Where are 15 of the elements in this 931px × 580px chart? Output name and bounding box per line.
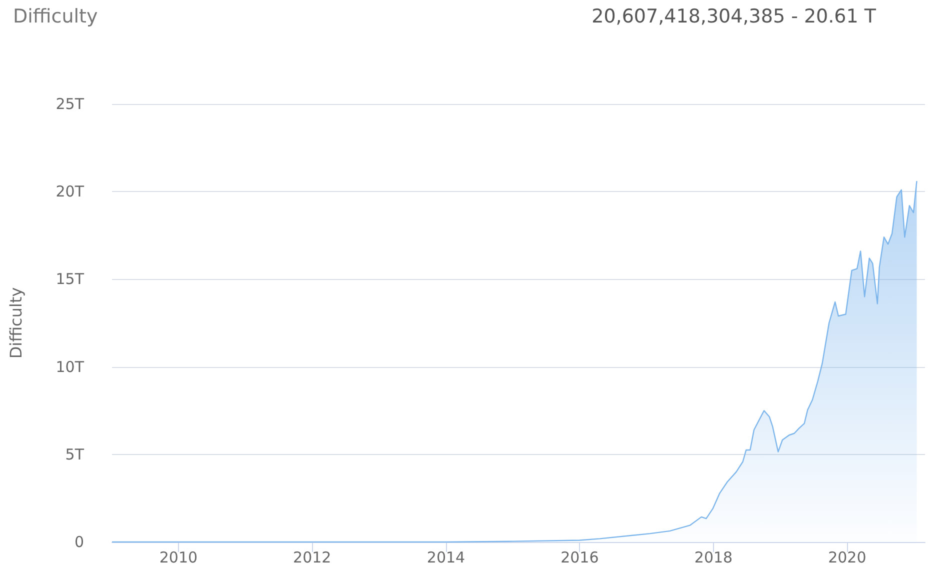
- x-tick-label: 2016: [560, 548, 599, 566]
- x-tick-label: 2020: [828, 548, 866, 566]
- y-tick-label: 25T: [56, 95, 85, 113]
- chart-subtitle: 20,607,418,304,385 - 20.61 T: [592, 6, 876, 28]
- y-axis-title: Difficulty: [6, 287, 26, 359]
- x-tick-label: 2018: [694, 548, 733, 566]
- x-tick-label: 2012: [293, 548, 332, 566]
- chart-title: Difficulty: [13, 6, 98, 28]
- y-tick-label: 5T: [65, 445, 85, 464]
- x-tick-label: 2014: [426, 548, 466, 566]
- y-tick-label: 15T: [56, 270, 85, 288]
- y-tick-label: 10T: [56, 358, 85, 376]
- x-tick-label: 2010: [159, 548, 198, 566]
- y-tick-label: 20T: [56, 182, 85, 201]
- y-tick-label: 0: [74, 533, 84, 551]
